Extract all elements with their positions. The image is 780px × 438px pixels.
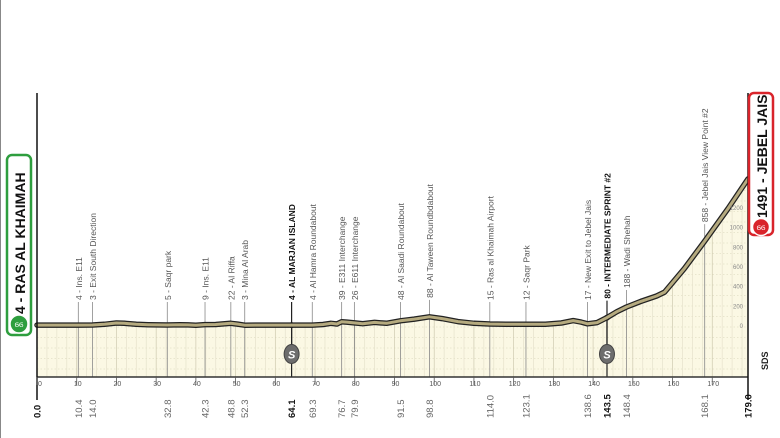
waypoint-label: 3 - Exit South Direction — [88, 213, 98, 300]
waypoint-km-label: 143.5 — [602, 394, 613, 418]
waypoint-label: 4 - Ins. E11 — [74, 257, 84, 300]
x-tick-label: 40 — [193, 381, 201, 388]
x-tick-label: 140 — [588, 381, 600, 388]
waypoint-km-label: 52.3 — [240, 400, 251, 419]
x-tick-label: 160 — [668, 381, 680, 388]
x-tick-label: 50 — [233, 381, 241, 388]
x-tick-label: 10 — [74, 381, 82, 388]
x-tick-label: 170 — [707, 381, 719, 388]
y-tick-label: 1200 — [730, 206, 744, 212]
waypoint-label: 22 - Al Riffa — [226, 256, 236, 300]
start-cyclist-glyph: ϭϭ — [15, 320, 24, 329]
sprint-symbol: S — [603, 350, 611, 362]
waypoint-km-label: 114.0 — [485, 395, 496, 418]
waypoint-km-label: 79.9 — [350, 400, 361, 419]
waypoint-km-label: 138.6 — [583, 394, 594, 418]
y-tick-label: 0 — [740, 324, 744, 330]
x-tick-label: 150 — [628, 381, 640, 388]
waypoint-km-label: 123.1 — [521, 394, 532, 418]
waypoint-km-label: 98.8 — [425, 400, 436, 419]
waypoint-km-label: 76.7 — [337, 400, 348, 419]
y-tick-label: 800 — [733, 245, 744, 251]
waypoint-km-label: 14.0 — [88, 400, 99, 419]
x-tick-label: 110 — [469, 381, 480, 388]
waypoint-label: 9 - Ins. E11 — [201, 257, 211, 300]
y-tick-label: 400 — [733, 285, 744, 291]
waypoint-label: 858 - Jebel Jais View Point #2 — [700, 108, 710, 222]
waypoint-label: 4 - Al Hamra Roundabout — [308, 203, 318, 300]
sprint-symbol: S — [288, 350, 296, 362]
x-tick-label: 0 — [38, 381, 42, 388]
start-cyclist-icon — [9, 314, 29, 334]
x-tick-label: 20 — [114, 381, 122, 388]
x-tick-label: 130 — [549, 381, 561, 388]
frame-border — [0, 0, 1, 438]
x-tick-label: 30 — [153, 381, 161, 388]
waypoint-km-label: 42.3 — [201, 400, 212, 419]
finish-cyclist-icon — [751, 217, 771, 237]
waypoint-label: 39 - E311 Interchange — [337, 216, 347, 300]
waypoint-label: 12 - Saqr Park — [521, 244, 531, 300]
x-tick-label: 90 — [392, 381, 400, 388]
x-tick-label: 80 — [352, 381, 360, 388]
y-tick-label: 1000 — [730, 226, 744, 232]
start-box — [5, 153, 33, 337]
start-label: 4 - RAS AL KHAIMAH — [12, 172, 28, 314]
x-tick-label: 70 — [312, 381, 320, 388]
finish-cyclist-glyph: ϭϭ — [757, 223, 766, 232]
x-tick-label: 120 — [509, 381, 521, 388]
waypoint-label: 88 - Al Taween Roundbdabout — [425, 183, 435, 297]
waypoint-label: 15 - Ras al Khaimah Airport — [485, 195, 495, 300]
finish-label: 1491 - JEBEL JAIS — [754, 95, 770, 218]
start-km-label: 0.0 — [33, 405, 44, 418]
waypoint-label: 188 - Wadi Shehah — [622, 215, 632, 288]
waypoint-label: 4 - AL MARJAN ISLAND — [287, 204, 297, 300]
y-tick-label: 200 — [733, 304, 744, 310]
sds-logo: SDS — [760, 351, 770, 370]
profile-line — [35, 177, 750, 327]
waypoint-km-label: 168.1 — [700, 394, 711, 418]
profile-fill — [37, 178, 748, 377]
sprint-icon — [598, 344, 615, 364]
waypoint-km-label: 10.4 — [74, 400, 85, 419]
waypoint-label: 48 - Al Saadi Roundabout — [396, 202, 406, 300]
waypoint-km-label: 32.8 — [163, 400, 174, 419]
y-tick-label: 600 — [733, 265, 744, 271]
waypoint-label: 80 - INTERMEDIATE SPRINT #2 — [602, 173, 612, 299]
waypoint-km-label: 48.8 — [226, 400, 237, 419]
sprint-icon — [283, 344, 300, 364]
x-tick-label: 60 — [272, 381, 280, 388]
x-tick-label: 100 — [429, 381, 441, 388]
finish-km-label: 179.0 — [744, 394, 755, 418]
waypoint-km-label: 148.4 — [622, 394, 633, 418]
waypoint-label: 3 - Mina Al Arab — [240, 240, 250, 300]
waypoint-label: 26 - E611 Interchange — [350, 216, 360, 300]
waypoint-label: 5 - Saqr park — [163, 250, 173, 300]
waypoint-label: 17 - New Exit to Jebel Jais — [583, 200, 593, 300]
profile-outline — [34, 176, 751, 328]
waypoint-km-label: 91.5 — [396, 400, 407, 419]
waypoint-km-label: 69.3 — [308, 400, 319, 419]
waypoint-km-label: 64.1 — [287, 399, 298, 418]
